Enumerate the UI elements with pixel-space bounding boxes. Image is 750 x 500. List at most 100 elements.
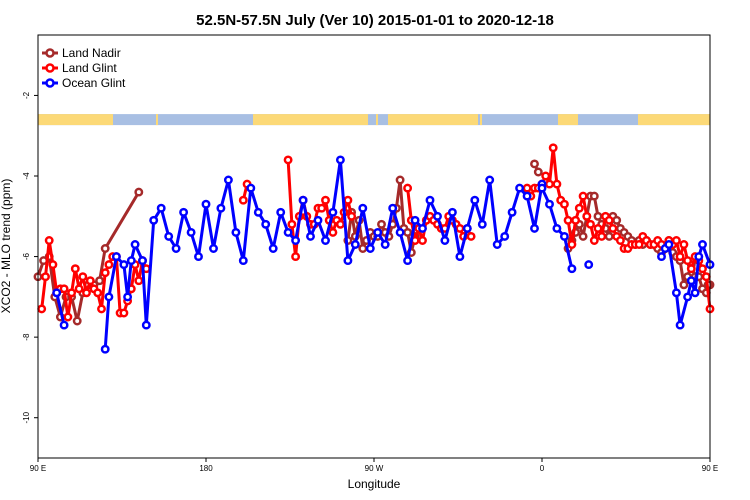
data-point	[321, 236, 330, 245]
legend-label: Ocean Glint	[62, 76, 126, 90]
data-point	[418, 236, 427, 245]
data-point	[70, 264, 80, 274]
data-point	[283, 155, 293, 165]
data-point	[74, 284, 84, 294]
data-point	[589, 191, 599, 201]
data-point	[130, 240, 140, 249]
data-point	[388, 203, 398, 213]
data-point	[563, 215, 573, 225]
data-point	[347, 211, 357, 221]
data-point	[567, 264, 577, 274]
data-point	[134, 276, 144, 286]
data-point	[380, 240, 390, 249]
data-point	[675, 252, 685, 262]
data-point	[455, 252, 465, 262]
data-point	[530, 223, 539, 233]
data-point	[358, 203, 368, 213]
data-point	[559, 199, 569, 209]
map-strip-land	[38, 114, 113, 126]
data-point	[690, 288, 700, 298]
data-point	[664, 240, 674, 249]
data-point	[186, 227, 196, 237]
data-point	[377, 219, 386, 229]
data-point	[470, 195, 480, 205]
map-strip-land	[638, 114, 710, 126]
data-point	[231, 227, 241, 237]
legend-entry: Land Nadir	[42, 46, 121, 60]
data-point	[701, 272, 711, 282]
legend-entry: Ocean Glint	[42, 76, 126, 90]
data-point	[283, 227, 293, 237]
data-point	[52, 288, 62, 298]
legend-label: Land Nadir	[62, 46, 121, 60]
data-point	[608, 223, 618, 233]
data-point	[507, 207, 517, 217]
data-point	[95, 276, 105, 286]
data-point	[530, 159, 539, 169]
data-point	[537, 183, 547, 193]
data-point	[93, 288, 103, 298]
data-point	[679, 240, 689, 249]
data-point	[675, 320, 685, 330]
data-point	[574, 203, 584, 213]
data-point	[343, 195, 353, 205]
series-ocean-glint	[52, 155, 715, 354]
data-point	[541, 171, 551, 181]
data-point	[134, 187, 144, 197]
data-point	[238, 195, 248, 205]
data-point	[433, 211, 442, 221]
data-point	[515, 183, 525, 193]
y-tick-label: -10	[22, 411, 31, 423]
data-point	[589, 236, 599, 245]
data-point	[545, 199, 554, 209]
data-point	[291, 236, 301, 245]
data-point	[104, 292, 114, 302]
data-point	[48, 260, 58, 270]
data-point	[522, 183, 532, 193]
data-point	[548, 143, 558, 153]
data-point	[111, 252, 121, 262]
map-strip-land	[480, 114, 482, 126]
data-point	[578, 231, 588, 241]
x-tick-label: 90 W	[365, 464, 384, 473]
series-layer	[33, 143, 715, 354]
data-point	[586, 219, 595, 229]
data-point	[679, 280, 689, 290]
legend-swatch-marker	[45, 48, 55, 58]
y-axis: -2 -4 -6 -8 -10	[22, 91, 38, 423]
data-point	[37, 304, 47, 314]
data-point	[403, 183, 413, 193]
x-axis: 90 E 180 90 W 0 90 E	[30, 458, 718, 473]
data-point	[321, 195, 330, 205]
map-strip-land	[388, 114, 478, 126]
data-point	[223, 175, 233, 185]
data-point	[462, 223, 472, 233]
data-point	[545, 179, 554, 189]
data-point	[238, 256, 248, 266]
data-point	[567, 240, 577, 249]
data-point	[584, 260, 594, 270]
data-point	[683, 292, 693, 302]
data-point	[335, 155, 345, 165]
data-point	[418, 223, 427, 233]
data-point	[698, 264, 707, 274]
data-point	[440, 236, 450, 245]
data-point	[447, 207, 457, 217]
data-point	[317, 203, 327, 213]
data-point	[253, 207, 263, 217]
data-point	[698, 240, 707, 249]
data-point	[559, 231, 569, 241]
data-point	[328, 227, 338, 237]
data-point	[350, 240, 360, 249]
map-strip	[38, 114, 710, 126]
data-point	[63, 312, 73, 322]
y-tick-label: -4	[22, 172, 31, 180]
y-tick-label: -6	[22, 252, 31, 260]
chart-title: 52.5N-57.5N July (Ver 10) 2015-01-01 to …	[196, 12, 554, 29]
legend-label: Land Glint	[62, 61, 117, 75]
data-point	[216, 203, 226, 213]
data-point	[593, 223, 603, 233]
map-strip-land	[156, 114, 158, 126]
